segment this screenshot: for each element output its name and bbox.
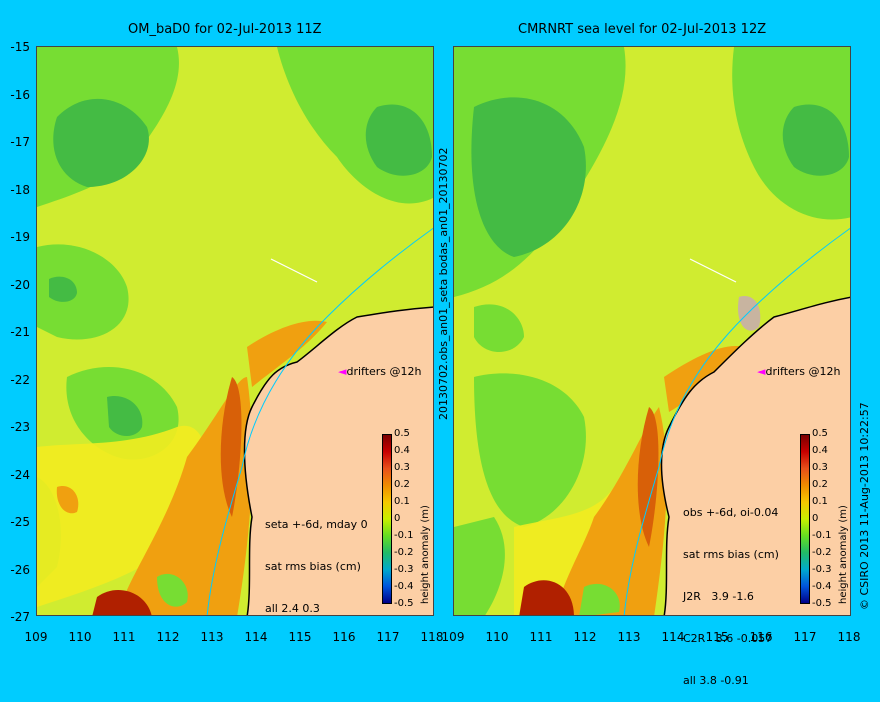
colorbar-tick: 0.5 xyxy=(812,428,828,439)
left-colorbar-label: height anomaly (m) xyxy=(420,505,431,604)
right-note-line: obs +-6d, oi-0.04 xyxy=(683,506,779,519)
y-tick: -23 xyxy=(10,420,30,434)
y-tick: -27 xyxy=(10,610,30,624)
y-tick: -18 xyxy=(10,183,30,197)
y-tick: -20 xyxy=(10,278,30,292)
left-colorbar xyxy=(382,434,392,604)
right-map xyxy=(453,46,851,616)
colorbar-tick: 0.4 xyxy=(812,445,828,456)
left-map-title: OM_baD0 for 02-Jul-2013 11Z xyxy=(128,22,322,37)
x-tick: 112 xyxy=(573,630,597,644)
right-drifters-label: ◄drifters @12h xyxy=(757,365,841,378)
y-tick: -19 xyxy=(10,230,30,244)
left-drifters-text: drifters @12h xyxy=(346,365,422,378)
x-tick: 110 xyxy=(68,630,92,644)
colorbar-tick: -0.2 xyxy=(394,547,414,558)
colorbar-tick: 0.1 xyxy=(394,496,410,507)
colorbar-tick: -0.3 xyxy=(394,564,414,575)
right-note-line: J2R 3.9 -1.6 xyxy=(683,590,754,603)
x-tick: 117 xyxy=(793,630,817,644)
colorbar-tick: 0.3 xyxy=(812,462,828,473)
y-tick: -24 xyxy=(10,468,30,482)
left-map xyxy=(36,46,434,616)
right-colorbar xyxy=(800,434,810,604)
y-tick: -25 xyxy=(10,515,30,529)
x-tick: 115 xyxy=(705,630,729,644)
colorbar-tick: 0.4 xyxy=(394,445,410,456)
drifter-arrow-icon: ◄ xyxy=(338,365,347,378)
x-tick: 112 xyxy=(156,630,180,644)
right-note-line: C2R 3.6 -0.057 xyxy=(683,632,773,645)
x-tick: 114 xyxy=(661,630,685,644)
x-tick: 110 xyxy=(485,630,509,644)
x-tick: 111 xyxy=(529,630,553,644)
y-tick: -16 xyxy=(10,88,30,102)
right-note-line: sat rms bias (cm) xyxy=(683,548,779,561)
colorbar-tick: -0.4 xyxy=(812,581,832,592)
colorbar-tick: 0.3 xyxy=(394,462,410,473)
x-tick: 116 xyxy=(332,630,356,644)
colorbar-tick: -0.1 xyxy=(394,530,414,541)
drifter-arrow-icon: ◄ xyxy=(757,365,766,378)
x-tick: 109 xyxy=(24,630,48,644)
right-map-title: CMRNRT sea level for 02-Jul-2013 12Z xyxy=(518,22,767,37)
left-notes: seta +-6d, mday 0 sat rms bias (cm) all … xyxy=(265,490,368,630)
copyright-text: © CSIRO 2013 11-Aug-2013 10:22:57 xyxy=(858,402,871,610)
x-tick: 113 xyxy=(200,630,224,644)
y-tick: -26 xyxy=(10,563,30,577)
colorbar-tick: 0 xyxy=(394,513,401,524)
x-tick: 115 xyxy=(288,630,312,644)
x-tick: 118 xyxy=(420,630,444,644)
colorbar-tick: -0.3 xyxy=(812,564,832,575)
right-colorbar-label: height anomaly (m) xyxy=(838,505,849,604)
x-tick: 109 xyxy=(441,630,465,644)
x-tick: 113 xyxy=(617,630,641,644)
colorbar-tick: 0.2 xyxy=(812,479,828,490)
x-tick: 116 xyxy=(749,630,773,644)
left-drifters-label: ◄drifters @12h xyxy=(338,365,422,378)
x-tick: 117 xyxy=(376,630,400,644)
x-tick: 111 xyxy=(112,630,136,644)
left-note-line: sat rms bias (cm) xyxy=(265,560,361,573)
colorbar-tick: -0.5 xyxy=(812,598,832,609)
colorbar-tick: -0.1 xyxy=(812,530,832,541)
colorbar-tick: 0 xyxy=(812,513,819,524)
colorbar-tick: -0.4 xyxy=(394,581,414,592)
y-tick: -17 xyxy=(10,135,30,149)
right-notes: obs +-6d, oi-0.04 sat rms bias (cm) J2R … xyxy=(683,478,779,702)
y-tick: -15 xyxy=(10,40,30,54)
colorbar-tick: 0.5 xyxy=(394,428,410,439)
y-tick: -21 xyxy=(10,325,30,339)
right-map-canvas xyxy=(454,47,850,615)
x-tick: 118 xyxy=(837,630,861,644)
colorbar-tick: 0.2 xyxy=(394,479,410,490)
y-tick: -22 xyxy=(10,373,30,387)
left-map-canvas xyxy=(37,47,433,615)
middle-vertical-caption: 20130702.obs_an01_seta bodas_an01_201307… xyxy=(437,147,450,420)
left-note-line: seta +-6d, mday 0 xyxy=(265,518,368,531)
right-note-line: all 3.8 -0.91 xyxy=(683,674,749,687)
colorbar-tick: -0.5 xyxy=(394,598,414,609)
colorbar-tick: -0.2 xyxy=(812,547,832,558)
right-drifters-text: drifters @12h xyxy=(765,365,841,378)
x-tick: 114 xyxy=(244,630,268,644)
colorbar-tick: 0.1 xyxy=(812,496,828,507)
left-note-line: all 2.4 0.3 xyxy=(265,602,320,615)
